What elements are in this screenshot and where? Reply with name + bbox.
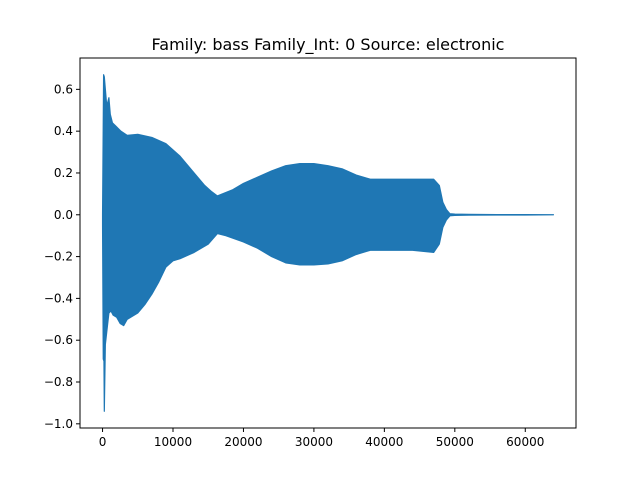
y-tick-label: −0.4: [44, 291, 73, 305]
x-tick-label: 50000: [436, 435, 474, 449]
y-tick-label: −0.6: [44, 333, 73, 347]
y-tick-label: 0.4: [54, 124, 73, 138]
y-tick-label: −0.2: [44, 250, 73, 264]
y-tick-label: 0.0: [54, 208, 73, 222]
y-tick-label: −1.0: [44, 417, 73, 431]
y-tick-label: 0.2: [54, 166, 73, 180]
chart-title: Family: bass Family_Int: 0 Source: elect…: [152, 35, 505, 55]
x-tick-label: 0: [99, 435, 107, 449]
y-tick-label: 0.6: [54, 82, 73, 96]
x-tick-label: 40000: [365, 435, 403, 449]
x-tick-label: 10000: [154, 435, 192, 449]
x-tick-label: 30000: [295, 435, 333, 449]
y-tick-label: −0.8: [44, 375, 73, 389]
x-tick-label: 60000: [506, 435, 544, 449]
x-tick-label: 20000: [224, 435, 262, 449]
